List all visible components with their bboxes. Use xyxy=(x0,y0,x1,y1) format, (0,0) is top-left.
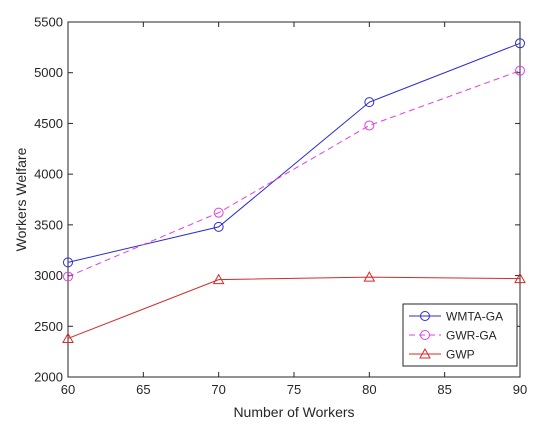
y-tick-label: 2000 xyxy=(34,370,63,385)
data-point xyxy=(515,65,525,76)
x-tick-label: 90 xyxy=(513,382,527,397)
series-gwr-ga xyxy=(63,65,525,282)
y-tick-label: 4000 xyxy=(34,167,63,182)
y-tick-label: 2500 xyxy=(34,319,63,334)
series-gwp xyxy=(62,271,526,343)
y-tick-label: 5000 xyxy=(34,65,63,80)
series-line xyxy=(67,276,521,339)
legend-label: GWP xyxy=(446,348,475,362)
x-tick-label: 60 xyxy=(61,382,75,397)
data-point xyxy=(514,272,526,284)
y-tick-label: 4500 xyxy=(34,116,63,131)
legend-marker xyxy=(420,330,430,340)
y-tick-label: 3000 xyxy=(34,268,63,283)
x-tick-label: 65 xyxy=(136,382,150,397)
x-tick-label: 85 xyxy=(437,382,451,397)
series-line xyxy=(67,70,521,278)
y-axis-label: Workers Welfare xyxy=(13,147,29,251)
x-tick-label: 70 xyxy=(211,382,225,397)
data-point xyxy=(364,120,375,131)
legend-label: GWR-GA xyxy=(446,329,497,343)
x-tick-label: 80 xyxy=(362,382,376,397)
data-point xyxy=(63,257,73,268)
data-point xyxy=(213,221,224,232)
data-point xyxy=(363,271,376,282)
data-point xyxy=(212,273,225,285)
x-tick-label: 75 xyxy=(287,382,301,397)
legend-label: WMTA-GA xyxy=(446,310,503,324)
data-point xyxy=(62,332,74,343)
series-layer xyxy=(62,38,526,343)
data-point xyxy=(63,271,73,282)
legend-marker xyxy=(420,311,430,321)
data-point xyxy=(364,97,375,108)
legend-marker xyxy=(419,347,431,359)
data-point xyxy=(515,38,525,49)
y-tick-label: 3500 xyxy=(34,217,63,232)
y-tick-label: 5500 xyxy=(34,15,63,30)
data-point xyxy=(213,207,224,218)
x-axis-label: Number of Workers xyxy=(233,404,354,420)
legend: WMTA-GA GWR-GA GWP xyxy=(402,303,518,367)
